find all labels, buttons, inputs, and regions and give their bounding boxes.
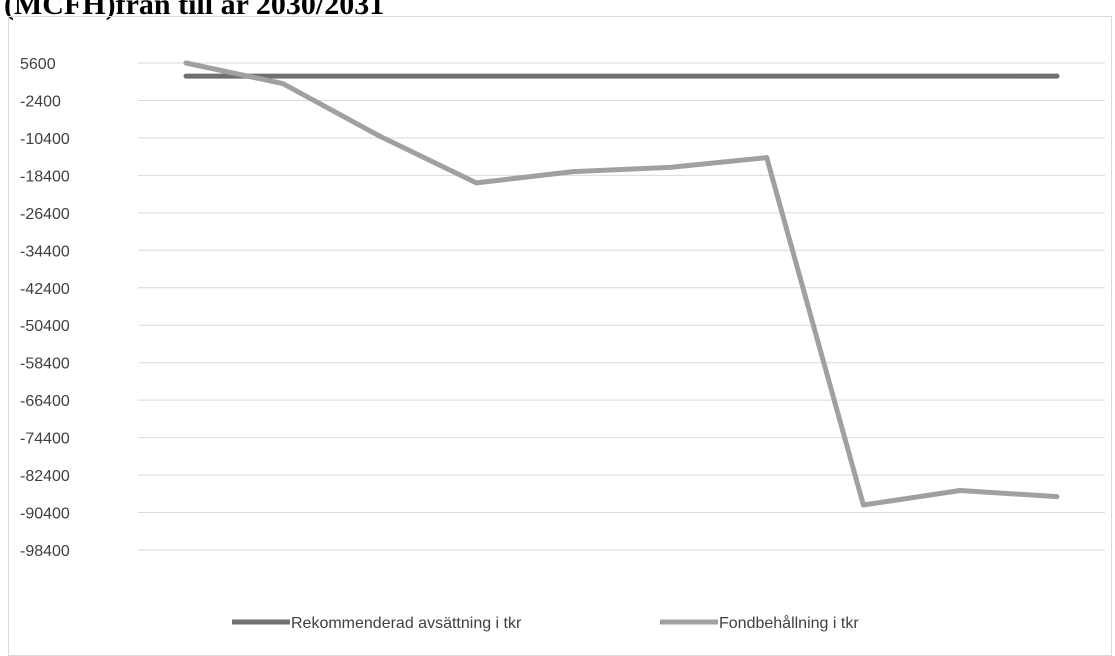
y-tick-label: -10400 (20, 131, 70, 148)
legend-label: Rekommenderad avsättning i tkr (291, 615, 522, 632)
series-line-2 (183, 60, 1060, 508)
y-tick-label: -42400 (20, 281, 70, 298)
y-tick-label: -34400 (20, 243, 70, 260)
chart-title: (MCFH)från till år 2030/2031 (4, 0, 385, 21)
y-tick-label: -2400 (20, 93, 61, 110)
legend-label: Fondbehållning i tkr (719, 614, 859, 632)
series-lines (183, 60, 1060, 508)
gridlines (138, 62, 1105, 551)
y-axis-ticks: 5600 -2400 -10400 -18400 -26400 -34400 -42400 -… (20, 56, 70, 560)
y-tick-label: -74400 (20, 431, 70, 448)
y-tick-label: -50400 (20, 318, 70, 335)
y-tick-label: -66400 (20, 393, 70, 410)
y-tick-label: -58400 (20, 356, 70, 373)
y-tick-label: -18400 (20, 168, 70, 185)
y-tick-label: -26400 (20, 206, 70, 223)
y-tick-label: -98400 (20, 543, 70, 560)
legend: Rekommenderad avsättning i tkr Fondbehåll… (232, 614, 859, 632)
y-tick-label: -90400 (20, 506, 70, 523)
y-tick-label: 5600 (20, 56, 56, 73)
y-tick-label: -82400 (20, 468, 70, 485)
